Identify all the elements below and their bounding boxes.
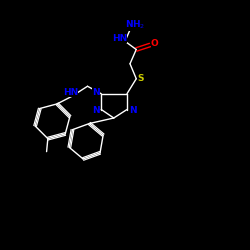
Text: N: N: [92, 106, 100, 115]
Text: N: N: [92, 88, 100, 97]
Text: S: S: [138, 74, 144, 83]
Text: O: O: [150, 39, 158, 48]
Text: HN: HN: [63, 88, 78, 97]
Text: HN: HN: [112, 34, 127, 43]
Text: N: N: [129, 106, 136, 115]
Text: NH$_2$: NH$_2$: [125, 19, 145, 31]
